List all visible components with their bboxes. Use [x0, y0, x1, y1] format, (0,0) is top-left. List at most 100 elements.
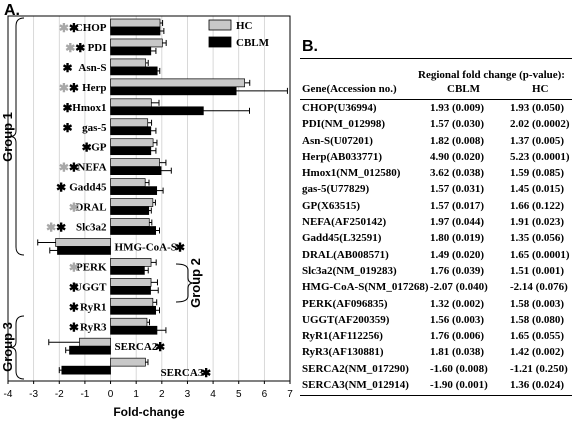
bar-cblm [110, 106, 204, 116]
bar-hc [110, 158, 160, 167]
bar-cblm [110, 206, 150, 215]
gene-label: GP [91, 142, 107, 154]
gene-label: Asn-S [78, 62, 106, 74]
gene-label: RyR1 [80, 301, 107, 313]
star-cblm: ✱ [62, 61, 72, 75]
bar-cblm [110, 166, 162, 175]
table-row: SERCA3(NM_012914) -1.90 (0.001) 1.36 (0.02… [300, 377, 572, 393]
bar-cblm [110, 46, 152, 56]
hc-cell: -1.21 (0.250) [510, 362, 568, 375]
star-hc: ✱ [59, 81, 69, 95]
hc-cell: 1.45 (0.015) [510, 183, 565, 196]
bar-hc [110, 317, 148, 327]
star-cblm: ✱ [175, 240, 185, 254]
bar-hc [110, 278, 152, 287]
gene-cell: Herp(AB033771) [302, 150, 383, 163]
gene-label: Herp [82, 82, 106, 94]
gene-label: DRAL [75, 202, 106, 214]
hc-cell: 1.51 (0.001) [510, 264, 565, 277]
table-header-row: Gene(Accession no.) CBLM HC [300, 83, 572, 100]
table-row: Gadd45(L32591) 1.80 (0.019) 1.35 (0.056) [300, 230, 572, 246]
cblm-cell: 1.49 (0.020) [430, 248, 485, 261]
cblm-cell: 1.56 (0.003) [430, 313, 485, 326]
group3-label: Group 3 [0, 322, 15, 372]
cblm-cell: 3.62 (0.038) [430, 167, 485, 180]
table-body: CHOP(U36994) 1.93 (0.009) 1.93 (0.050) PDI(… [300, 100, 572, 393]
star-hc: ✱ [59, 21, 69, 35]
hc-cell: 1.91 (0.023) [510, 216, 565, 229]
x-tick-label: 6 [262, 389, 268, 400]
bar-cblm [110, 86, 237, 96]
gene-label: PERK [76, 261, 107, 273]
legend [208, 19, 232, 48]
cblm-cell: 1.57 (0.030) [430, 118, 485, 131]
bar-cblm [110, 325, 158, 335]
gene-cell: CHOP(U36994) [302, 102, 377, 114]
star-cblm: ✱ [69, 320, 79, 334]
bar-hc [110, 178, 146, 187]
header-hc: HC [532, 83, 549, 95]
gene-label: SERCA2 [115, 341, 158, 353]
x-tick-label: -2 [55, 389, 64, 400]
gene-cell: SERCA2(NM_017290) [302, 362, 409, 375]
legend-label-hc: HC [236, 20, 253, 32]
table-title: Regional fold change (p-value): [418, 69, 565, 81]
table-row: UGGT(AF200359) 1.56 (0.003) 1.58 (0.080) [300, 312, 572, 328]
cblm-cell: -1.90 (0.001) [430, 379, 488, 392]
cblm-cell: 1.81 (0.038) [430, 346, 485, 359]
gene-cell: gas-5(U77829) [302, 183, 370, 196]
table-row: gas-5(U77829) 1.57 (0.031) 1.45 (0.015) [300, 181, 572, 197]
cblm-cell: 1.32 (0.002) [430, 297, 485, 310]
gene-label: CHOP [75, 22, 107, 34]
group1-bracket [9, 17, 25, 256]
bar-cblm [110, 26, 161, 36]
group1-label: Group 1 [0, 112, 15, 162]
header-cblm: CBLM [447, 83, 480, 95]
star-cblm: ✱ [155, 340, 165, 354]
panel-a-label: A. [4, 2, 20, 19]
star-hc: ✱ [65, 41, 75, 55]
bar-hc [110, 78, 245, 88]
bar-hc [79, 337, 111, 347]
cblm-cell: 1.76 (0.039) [430, 264, 485, 277]
header-gene: Gene(Accession no.) [302, 83, 397, 95]
gene-cell: RyR3(AF130881) [302, 346, 384, 359]
x-tick-label: 4 [210, 389, 216, 400]
bar-hc [110, 357, 146, 367]
bar-cblm [69, 345, 111, 355]
x-tick-label: 0 [108, 389, 114, 400]
cblm-cell: 1.57 (0.017) [430, 199, 485, 212]
gene-cell: Gadd45(L32591) [302, 232, 382, 245]
star-cblm: ✱ [75, 41, 85, 55]
bar-hc [110, 138, 154, 148]
group3-bracket [9, 315, 25, 380]
gene-cell: NEFA(AF250142) [302, 216, 387, 229]
table-title-row: Regional fold change (p-value): [300, 69, 572, 83]
bar-cblm [110, 266, 145, 275]
star-cblm: ✱ [69, 21, 79, 35]
cblm-cell: 4.90 (0.020) [430, 150, 485, 163]
hc-cell: 1.37 (0.005) [510, 134, 565, 147]
group2-label: Group 2 [188, 258, 203, 308]
table-row: RyR1(AF112256) 1.76 (0.006) 1.65 (0.055) [300, 328, 572, 344]
hc-cell: -2.14 (0.076) [510, 281, 568, 294]
table-row: HMG-CoA-S(NM_017268) -2.07 (0.040) -2.14 (… [300, 279, 572, 295]
table-row: Asn-S(U07201) 1.82 (0.008) 1.37 (0.005) [300, 133, 572, 149]
gene-label: UGGT [74, 281, 107, 293]
star-hc: ✱ [69, 260, 79, 274]
star-hc: ✱ [59, 161, 69, 175]
hc-cell: 1.36 (0.024) [510, 379, 565, 392]
star-cblm: ✱ [62, 121, 72, 135]
gene-cell: HMG-CoA-S(NM_017268) [302, 281, 429, 294]
gene-cell: GP(X63515) [302, 199, 361, 212]
bar-cblm [110, 126, 152, 136]
star-cblm: ✱ [69, 161, 79, 175]
gene-cell: PERK(AF096835) [302, 297, 388, 310]
table-row: Herp(AB033771) 4.90 (0.020) 5.23 (0.0001) [300, 149, 572, 165]
hc-cell: 1.93 (0.050) [510, 102, 565, 114]
hc-cell: 1.65 (0.0001) [510, 248, 570, 261]
cblm-cell: -2.07 (0.040) [430, 281, 488, 294]
table-row: PDI(NM_012998) 1.57 (0.030) 2.02 (0.0002) [300, 116, 572, 132]
table-bottom-rule [300, 393, 572, 397]
